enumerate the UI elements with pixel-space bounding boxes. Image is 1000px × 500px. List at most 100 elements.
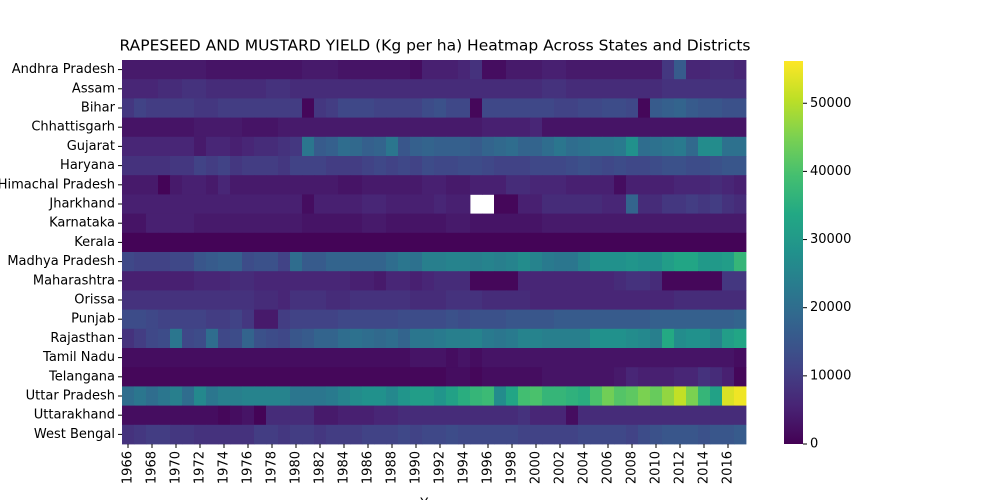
heatmap-cell xyxy=(266,60,279,80)
heatmap-cell xyxy=(542,79,555,99)
heatmap-cell xyxy=(686,348,699,368)
heatmap-cell xyxy=(158,252,171,272)
heatmap-cell xyxy=(146,98,159,118)
heatmap-cell xyxy=(530,367,543,387)
heatmap-cell xyxy=(530,194,543,214)
heatmap-cell xyxy=(314,175,327,195)
heatmap-cell xyxy=(434,175,447,195)
heatmap-cell xyxy=(554,117,567,138)
heatmap-cell xyxy=(134,386,147,406)
heatmap-cell xyxy=(530,60,543,80)
heatmap-cell xyxy=(458,386,471,406)
heatmap-cell xyxy=(122,309,135,330)
heatmap-cell xyxy=(182,98,195,118)
x-tick-label: 2014 xyxy=(697,451,712,484)
heatmap-cell xyxy=(650,98,663,118)
heatmap-cell xyxy=(326,156,339,176)
heatmap-cell xyxy=(446,213,459,234)
heatmap-cell xyxy=(626,79,639,99)
heatmap-cell xyxy=(458,232,471,253)
heatmap-cell xyxy=(266,175,279,195)
heatmap-cell xyxy=(446,60,459,80)
heatmap-cell xyxy=(362,232,375,253)
heatmap-cell xyxy=(686,386,699,406)
heatmap-cell xyxy=(650,271,663,291)
y-tick-label: Chhattisgarh xyxy=(31,120,115,135)
heatmap-cell xyxy=(374,424,387,445)
heatmap-cell xyxy=(422,175,435,195)
heatmap-cell xyxy=(566,175,579,195)
heatmap-cell xyxy=(518,194,531,214)
heatmap-cell xyxy=(554,194,567,214)
heatmap-cell xyxy=(434,117,447,138)
heatmap-cell xyxy=(386,309,399,330)
heatmap-cell xyxy=(230,79,243,99)
heatmap-cell xyxy=(710,213,723,234)
heatmap-cell xyxy=(626,367,639,387)
heatmap-cell xyxy=(542,424,555,445)
heatmap-cell xyxy=(578,117,591,138)
heatmap-cell xyxy=(278,309,291,330)
x-tick-label: 1968 xyxy=(145,451,160,484)
heatmap-cell xyxy=(686,232,699,253)
heatmap-cell xyxy=(482,213,495,234)
heatmap-cell xyxy=(638,386,651,406)
x-axis-label: Year xyxy=(419,497,448,500)
heatmap-cell xyxy=(494,367,507,387)
y-tick-label: Orissa xyxy=(74,293,115,308)
heatmap-cell xyxy=(206,348,219,368)
heatmap-cell xyxy=(182,156,195,176)
heatmap-cell xyxy=(446,98,459,118)
heatmap-cell xyxy=(350,424,363,445)
heatmap-cell xyxy=(350,194,363,214)
heatmap-cell xyxy=(686,136,699,157)
heatmap-cell xyxy=(530,290,543,310)
heatmap-cell xyxy=(482,79,495,99)
heatmap-cell xyxy=(698,232,711,253)
heatmap-cell xyxy=(254,213,267,234)
heatmap-cell xyxy=(518,136,531,157)
heatmap-cell xyxy=(638,117,651,138)
heatmap-cell xyxy=(134,175,147,195)
heatmap-cell xyxy=(722,252,735,272)
heatmap-cell xyxy=(266,405,279,426)
heatmap-cell xyxy=(194,156,207,176)
heatmap-cell xyxy=(338,98,351,118)
x-tick-label: 2002 xyxy=(553,451,568,484)
heatmap-cell xyxy=(290,98,303,118)
heatmap-cell xyxy=(578,194,591,214)
heatmap-cell xyxy=(482,424,495,445)
heatmap-cell xyxy=(134,405,147,426)
heatmap-cell xyxy=(650,60,663,80)
heatmap-cell xyxy=(302,328,315,349)
heatmap-cell xyxy=(734,367,747,387)
heatmap-cell xyxy=(170,213,183,234)
heatmap-cell xyxy=(722,405,735,426)
heatmap-cell xyxy=(302,252,315,272)
heatmap-cell xyxy=(422,136,435,157)
heatmap-cell xyxy=(662,271,675,291)
heatmap-cell xyxy=(614,405,627,426)
heatmap-cell xyxy=(302,405,315,426)
heatmap-cell xyxy=(230,98,243,118)
heatmap-cell xyxy=(182,328,195,349)
heatmap-cell xyxy=(470,290,483,310)
heatmap-cell xyxy=(242,405,255,426)
heatmap-cell xyxy=(194,348,207,368)
heatmap-cell xyxy=(674,98,687,118)
y-tick-label: Bihar xyxy=(81,101,116,116)
heatmap-cell xyxy=(458,290,471,310)
heatmap-cell xyxy=(134,156,147,176)
heatmap-cell xyxy=(566,60,579,80)
heatmap-cell xyxy=(506,348,519,368)
heatmap-cell xyxy=(230,232,243,253)
heatmap-cell xyxy=(458,98,471,118)
heatmap-cell xyxy=(698,79,711,99)
heatmap-cell xyxy=(266,232,279,253)
heatmap-cell xyxy=(122,136,135,157)
heatmap-cell xyxy=(590,309,603,330)
heatmap-cell xyxy=(626,213,639,234)
heatmap-cell xyxy=(290,309,303,330)
heatmap-cell xyxy=(674,424,687,445)
heatmap-cell xyxy=(182,348,195,368)
